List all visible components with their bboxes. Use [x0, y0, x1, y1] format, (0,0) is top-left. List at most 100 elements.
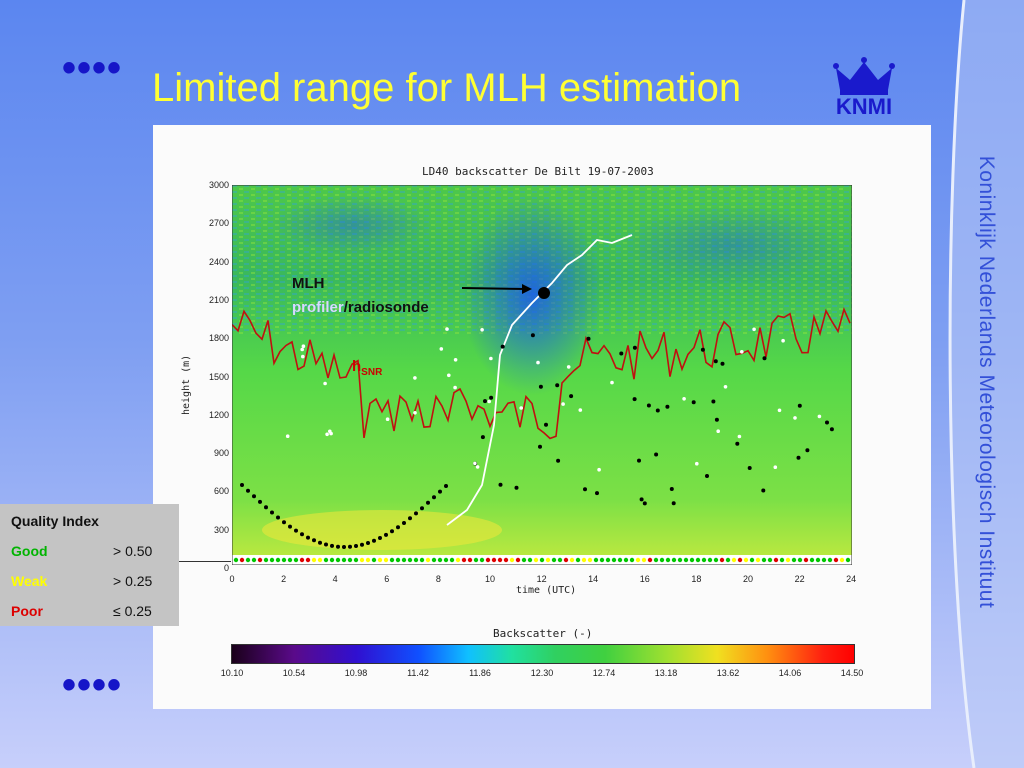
quality-marker [503, 557, 509, 563]
black-marker [711, 399, 716, 404]
black-marker [240, 483, 244, 487]
quality-marker [461, 557, 467, 563]
white-marker [413, 376, 417, 380]
white-marker [610, 380, 614, 385]
quality-weak-label: Weak [11, 573, 48, 589]
black-marker [735, 441, 740, 446]
quality-marker [467, 557, 473, 563]
x-tick-label: 10 [484, 574, 495, 584]
hsnr-annotation: hSNR [352, 358, 382, 378]
colorbar-tick-label: 14.50 [840, 668, 864, 678]
black-marker [538, 444, 542, 449]
black-marker [761, 488, 766, 493]
quality-marker [497, 557, 503, 563]
quality-marker [779, 557, 785, 563]
white-marker [489, 356, 493, 361]
annotation-snr: SNR [361, 367, 383, 378]
black-marker [632, 345, 637, 350]
quality-marker [797, 557, 803, 563]
white-marker [752, 327, 756, 332]
quality-marker [383, 557, 389, 563]
black-marker [655, 408, 660, 413]
quality-marker [233, 557, 239, 563]
colorbar-tick-label: 14.06 [778, 668, 802, 678]
white-marker [473, 461, 477, 466]
white-marker [445, 327, 449, 331]
radiosonde-marker [538, 287, 550, 299]
institute-name: Koninklijk Nederlands Meteorologisch Ins… [975, 155, 998, 609]
white-marker [597, 467, 601, 472]
black-marker [595, 491, 599, 496]
quality-marker [773, 557, 779, 563]
black-marker [586, 336, 591, 341]
x-axis-title: time (UTC) [516, 585, 577, 596]
x-tick-label: 4 [332, 574, 338, 584]
annotation-mlh: MLH [292, 275, 325, 292]
quality-marker [281, 557, 287, 563]
quality-weak-value: > 0.25 [113, 573, 153, 589]
arrow-head-icon [522, 284, 532, 294]
quality-marker [821, 557, 827, 563]
quality-marker [479, 557, 485, 563]
x-tick-label: 16 [639, 574, 650, 584]
white-marker [682, 397, 686, 401]
black-marker [336, 544, 340, 549]
knmi-logo: KNMI [824, 52, 904, 119]
quality-marker [425, 557, 431, 563]
black-marker [544, 422, 548, 427]
black-marker [632, 397, 637, 402]
black-marker [282, 520, 286, 525]
y-tick-label: 1800 [208, 333, 229, 344]
x-tick-label: 18 [691, 574, 702, 584]
quality-marker [545, 557, 551, 563]
annotation-arrow [461, 287, 527, 290]
quality-marker [437, 557, 443, 563]
quality-marker [557, 557, 563, 563]
y-tick-label: 1200 [208, 409, 229, 420]
backscatter-plot [232, 185, 852, 565]
quality-marker [473, 557, 479, 563]
quality-marker [839, 557, 845, 563]
white-marker [737, 434, 742, 439]
black-marker [555, 383, 560, 388]
black-marker [414, 511, 418, 516]
black-marker [306, 535, 310, 540]
black-marker [829, 427, 834, 432]
quality-marker [509, 557, 515, 563]
backscatter-figure: LD40 backscatter De Bilt 19-07-2003 heig… [153, 125, 931, 709]
white-marker [439, 347, 444, 351]
mlh-annotation: MLH profiler/radiosonde [292, 272, 429, 320]
quality-marker [575, 557, 581, 563]
quality-marker [431, 557, 437, 563]
quality-marker [593, 557, 599, 563]
black-marker [665, 404, 670, 409]
black-marker [330, 543, 334, 548]
quality-marker [815, 557, 821, 563]
colorbar-tick-label: 13.18 [654, 668, 678, 678]
y-tick-label: 3000 [208, 180, 229, 190]
quality-marker [239, 557, 245, 563]
quality-marker [623, 557, 629, 563]
black-marker [700, 347, 705, 352]
quality-poor-value: ≤ 0.25 [113, 603, 152, 619]
black-marker [276, 515, 280, 520]
white-marker [385, 417, 390, 421]
quality-marker [569, 557, 575, 563]
y-tick-label: 600 [213, 486, 229, 497]
black-marker [408, 516, 412, 521]
black-marker [646, 403, 651, 408]
black-marker [480, 435, 485, 440]
black-marker [258, 499, 262, 504]
black-marker [691, 400, 696, 405]
quality-marker [455, 557, 461, 563]
black-marker [378, 536, 382, 540]
quality-marker [731, 557, 737, 563]
quality-good-value: > 0.50 [113, 543, 153, 559]
white-marker [578, 408, 583, 412]
black-marker [639, 497, 644, 502]
quality-marker [287, 557, 293, 563]
white-marker [561, 402, 565, 406]
black-marker [654, 452, 659, 457]
black-marker [318, 540, 322, 545]
quality-marker [341, 557, 347, 563]
